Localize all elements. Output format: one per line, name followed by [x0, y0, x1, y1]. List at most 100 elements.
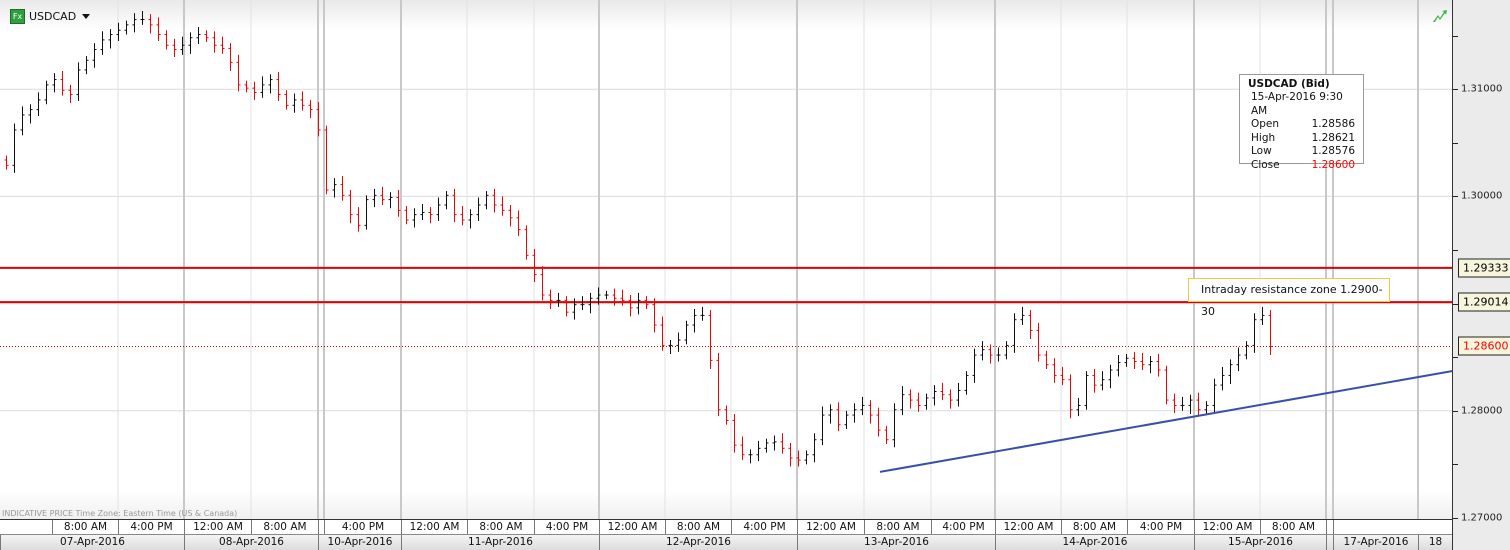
ohlc-bar: [76, 62, 81, 101]
ohlc-bar: [148, 14, 153, 34]
ohlc-bar: [692, 308, 697, 333]
ohlc-bar: [732, 414, 737, 453]
ohlc-bar: [1052, 358, 1057, 383]
ohlc-bar: [668, 340, 673, 354]
ohlc-bar: [428, 207, 433, 224]
ohlc-bar: [44, 80, 49, 105]
ohlc-bar: [356, 207, 361, 232]
y-tick: [1453, 196, 1458, 198]
ohlc-bar: [1156, 353, 1161, 377]
ohlc-bar: [948, 389, 953, 409]
ohlc-bar: [444, 191, 449, 210]
y-tick: [1453, 357, 1458, 359]
date-label: 14-Apr-2016: [995, 535, 1194, 550]
ohlc-bar: [700, 306, 705, 321]
ohlc-chart[interactable]: [0, 0, 1452, 519]
ohlc-bar: [956, 382, 961, 407]
time-label: 12:00 AM: [995, 520, 1061, 534]
time-label: 8:00 AM: [665, 520, 731, 534]
ohlc-bar: [212, 31, 217, 53]
ohlc-bar: [588, 292, 593, 314]
ohlc-bar: [364, 195, 369, 230]
ohlc-bar: [532, 248, 537, 283]
info-label: Low: [1251, 145, 1272, 157]
y-tick: [1453, 89, 1458, 91]
ohlc-bar: [196, 27, 201, 45]
time-label: 12:00 AM: [184, 520, 251, 534]
ohlc-bar: [916, 392, 921, 412]
ohlc-bar: [228, 43, 233, 71]
ohlc-bar: [124, 20, 129, 35]
info-value: 1.28600: [1311, 158, 1355, 171]
ohlc-bar: [940, 382, 945, 401]
ohlc-bar: [620, 289, 625, 306]
y-tick-label: 1.27000: [1461, 512, 1503, 524]
time-label: 12:00 AM: [1194, 520, 1260, 534]
y-tick-label: 1.30000: [1461, 190, 1503, 202]
ohlc-bar: [284, 90, 289, 110]
ohlc-bar: [140, 10, 145, 25]
ohlc-bar: [268, 74, 273, 94]
ohlc-bar: [484, 191, 489, 210]
symbol-label: USDCAD: [29, 10, 77, 23]
ohlc-bar: [396, 189, 401, 217]
time-label: [1326, 520, 1333, 534]
ohlc-bar: [908, 389, 913, 409]
ohlc-bar: [644, 296, 649, 309]
time-label: 4:00 PM: [731, 520, 797, 534]
ohlc-bar: [260, 76, 265, 98]
ohlc-bar: [820, 406, 825, 446]
ohlc-bar: [380, 186, 385, 205]
trend-up-arrow-icon[interactable]: [1432, 9, 1448, 23]
ohlc-bar: [1220, 366, 1225, 391]
ohlc-bar: [84, 55, 89, 75]
ohlc-bar: [580, 296, 585, 311]
info-label: High: [1251, 131, 1276, 144]
ohlc-bar: [964, 371, 969, 395]
symbol-selector[interactable]: Fx USDCAD: [10, 9, 91, 24]
info-value: 1.28586: [1311, 118, 1355, 130]
ohlc-bar: [156, 17, 161, 41]
ohlc-bar: [340, 176, 345, 201]
support-trendline: [879, 370, 1452, 473]
y-tick: [1453, 142, 1458, 144]
ohlc-bar: [524, 225, 529, 260]
ohlc-bar: [60, 70, 65, 96]
ohlc-bar: [996, 347, 1001, 362]
ohlc-bar: [868, 400, 873, 424]
ohlc-bar: [1268, 310, 1273, 356]
ohlc-bar: [1204, 401, 1209, 415]
ohlc-bar: [1244, 341, 1249, 360]
time-label: 4:00 PM: [1127, 520, 1194, 534]
time-label: 4:00 PM: [931, 520, 995, 534]
price-axis[interactable]: 1.31000 1.30000 1.28000 1.27000 1.29333 1.290…: [1452, 0, 1510, 550]
ohlc-bar: [812, 433, 817, 463]
ohlc-bar: [988, 344, 993, 364]
info-row-high: High 1.28621: [1248, 132, 1355, 146]
ohlc-bar: [980, 341, 985, 361]
date-label: 18: [1418, 535, 1452, 550]
ohlc-bar: [764, 438, 769, 453]
resistance-annotation[interactable]: Intraday resistance zone 1.2900-30: [1188, 278, 1390, 318]
ohlc-bar: [476, 197, 481, 222]
fx-badge-icon: Fx: [10, 9, 25, 24]
ohlc-bar: [132, 13, 137, 33]
ohlc-bar: [748, 449, 753, 464]
ohlc-bar: [900, 386, 905, 416]
date-axis: 07-Apr-2016 08-Apr-2016 10-Apr-2016 11-Apr-…: [0, 535, 1452, 550]
ohlc-bar: [452, 188, 457, 223]
date-label: [1326, 535, 1333, 550]
price-chart-area[interactable]: [0, 0, 1452, 519]
ohlc-bar: [116, 22, 121, 41]
ohlc-bar: [20, 106, 25, 136]
ohlc-bar: [1132, 351, 1137, 369]
date-label: 10-Apr-2016: [318, 535, 401, 550]
ohlc-bar: [884, 425, 889, 445]
ohlc-bar: [164, 30, 169, 50]
y-tick: [1453, 410, 1458, 412]
dropdown-arrow-icon[interactable]: [82, 14, 91, 19]
ohlc-bar: [492, 188, 497, 213]
ohlc-bar: [1100, 371, 1105, 391]
ohlc-bar: [540, 266, 545, 301]
ohlc-bar: [804, 450, 809, 465]
